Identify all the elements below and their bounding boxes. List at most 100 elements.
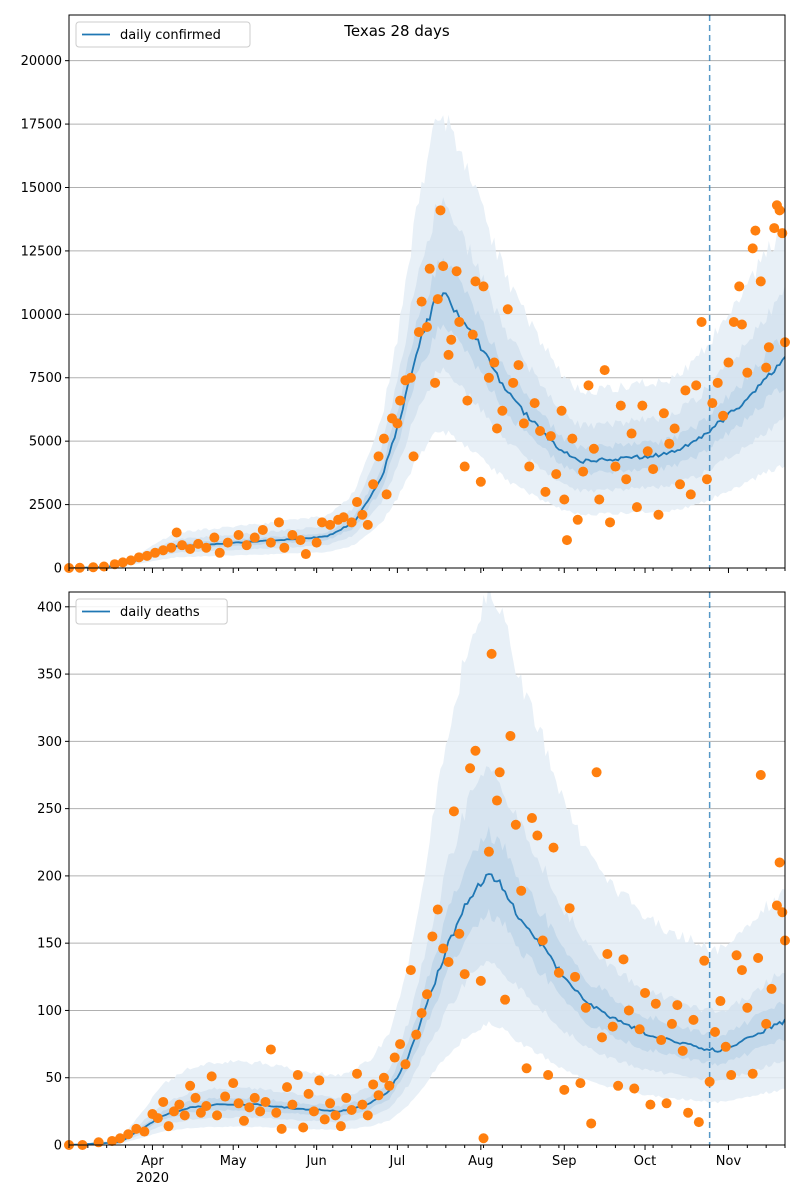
- data-point: [446, 334, 457, 345]
- data-point: [228, 1078, 239, 1089]
- data-point: [273, 517, 284, 528]
- data-point: [346, 1105, 357, 1116]
- data-point: [650, 998, 661, 1009]
- data-point: [174, 1099, 185, 1110]
- data-point: [201, 1100, 212, 1111]
- data-point: [491, 423, 502, 434]
- data-point: [131, 1123, 142, 1134]
- data-point: [675, 479, 686, 490]
- data-point: [362, 1110, 373, 1121]
- data-point: [467, 329, 478, 340]
- panel-daily-confirmed: 0 2500 5000 7500 10000 12500 15000 17500 20000 da…: [21, 14, 790, 577]
- data-point: [255, 1106, 266, 1117]
- data-point: [766, 983, 777, 994]
- data-point: [430, 377, 441, 388]
- data-point: [588, 443, 599, 454]
- data-point: [658, 408, 669, 419]
- data-point: [265, 537, 276, 548]
- data-point: [300, 549, 311, 560]
- data-point: [747, 243, 758, 254]
- data-point: [548, 842, 559, 853]
- data-point: [502, 304, 513, 315]
- data-point: [680, 385, 691, 396]
- data-point: [688, 1014, 699, 1025]
- y-tick-label: 0: [54, 1139, 62, 1154]
- data-point: [308, 1106, 319, 1117]
- data-point: [107, 1135, 118, 1146]
- data-point: [158, 1096, 169, 1107]
- data-point: [532, 830, 543, 841]
- data-point: [747, 1068, 758, 1079]
- data-point: [238, 1115, 249, 1126]
- data-point: [510, 819, 521, 830]
- data-point: [177, 540, 188, 551]
- data-point: [317, 517, 328, 528]
- data-point: [271, 1107, 282, 1118]
- data-point: [368, 1079, 379, 1090]
- y-tick-label: 300: [37, 735, 62, 750]
- data-point: [260, 1096, 271, 1107]
- data-point: [212, 1110, 223, 1121]
- data-point: [599, 365, 610, 376]
- data-point: [583, 380, 594, 391]
- data-point: [535, 426, 546, 437]
- y-tick-label: 100: [37, 1004, 62, 1019]
- plot-area: [69, 592, 785, 1145]
- data-point: [454, 928, 465, 939]
- data-point: [615, 400, 626, 411]
- data-point: [325, 1098, 336, 1109]
- data-point: [753, 952, 764, 963]
- band-middle: [69, 197, 785, 568]
- data-point: [190, 1092, 201, 1103]
- data-point: [524, 461, 535, 472]
- data-point: [610, 461, 621, 472]
- data-point: [319, 1114, 330, 1125]
- data-point: [664, 438, 675, 449]
- data-point: [540, 486, 551, 497]
- data-point: [763, 342, 774, 353]
- data-point: [736, 319, 747, 330]
- data-point: [559, 1084, 570, 1095]
- observed-points: [64, 200, 790, 573]
- data-point: [405, 965, 416, 976]
- data-point: [295, 535, 306, 546]
- data-point: [362, 519, 373, 530]
- data-point: [233, 530, 244, 541]
- y-tick-label: 12500: [21, 244, 62, 259]
- x-tick-label: Jun: [305, 1154, 326, 1169]
- data-point: [335, 1121, 346, 1132]
- data-point: [357, 509, 368, 520]
- data-point: [249, 532, 260, 543]
- x-tick-label: Jul: [389, 1154, 406, 1169]
- x-tick-label: Sep: [552, 1154, 577, 1169]
- data-point: [710, 1026, 721, 1037]
- data-point: [352, 497, 363, 508]
- data-point: [378, 433, 389, 444]
- data-point: [656, 1035, 667, 1046]
- y-tick-label: 7500: [29, 371, 62, 386]
- data-point: [645, 1099, 656, 1110]
- data-point: [214, 547, 225, 558]
- data-point: [408, 451, 419, 462]
- y-tick-label: 17500: [21, 118, 62, 133]
- data-point: [195, 1107, 206, 1118]
- data-point: [244, 1102, 255, 1113]
- data-point: [451, 266, 462, 277]
- data-point: [459, 969, 470, 980]
- data-point: [559, 494, 570, 505]
- band-middle: [69, 766, 785, 1145]
- data-point: [166, 542, 177, 553]
- data-point: [607, 1021, 618, 1032]
- data-point: [163, 1121, 174, 1132]
- x-tick-label: Nov: [716, 1154, 742, 1169]
- y-tick-label: 400: [37, 600, 62, 615]
- data-point: [179, 1110, 190, 1121]
- data-point: [373, 451, 384, 462]
- data-point: [742, 367, 753, 378]
- data-point: [491, 795, 502, 806]
- data-point: [422, 322, 432, 333]
- data-point: [432, 904, 443, 915]
- data-point: [303, 1088, 314, 1099]
- data-point: [685, 489, 696, 500]
- data-point: [634, 1024, 645, 1035]
